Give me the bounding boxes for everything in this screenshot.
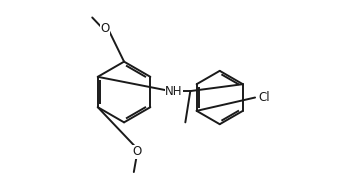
Text: NH: NH <box>165 85 183 98</box>
Text: O: O <box>132 145 142 158</box>
Text: Cl: Cl <box>258 91 270 104</box>
Text: O: O <box>101 22 110 35</box>
